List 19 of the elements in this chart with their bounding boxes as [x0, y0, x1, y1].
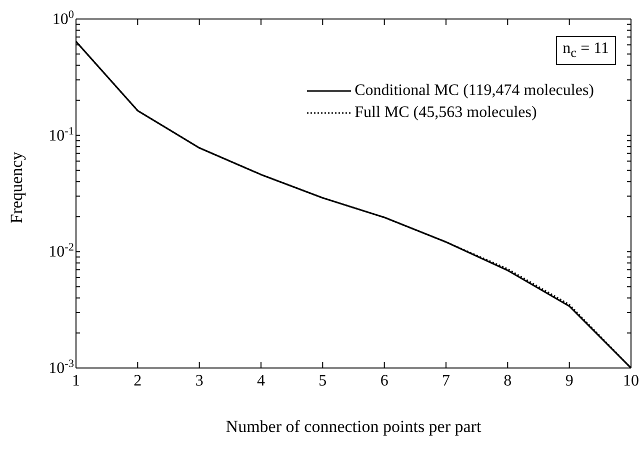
x-tick-label: 9: [565, 372, 574, 390]
legend-label: Conditional MC (119,474 molecules): [354, 81, 594, 101]
x-tick-label: 10: [623, 372, 639, 390]
annotation: n$_{c}$ = 11: [556, 36, 616, 66]
legend-label: Full MC (45,563 molecules): [354, 103, 537, 123]
x-tick-label: 3: [195, 372, 204, 390]
y-tick-label: 10$^{-2}$: [48, 242, 74, 261]
y-tick-label: 10$^{-1}$: [48, 125, 74, 144]
x-tick-label: 4: [257, 372, 265, 390]
x-tick-label: 6: [380, 372, 388, 390]
x-tick-label: 8: [504, 372, 512, 390]
x-axis-title: Number of connection points per part: [226, 417, 482, 436]
x-tick-label: 2: [134, 372, 142, 390]
x-tick-label: 1: [72, 372, 80, 390]
y-tick-label: 10$^{0}$: [52, 9, 74, 28]
x-tick-label: 5: [318, 372, 327, 390]
y-axis-title: Frequency: [7, 151, 26, 224]
y-tick-label: 10$^{-3}$: [48, 358, 74, 377]
x-tick-label: 7: [442, 372, 450, 390]
